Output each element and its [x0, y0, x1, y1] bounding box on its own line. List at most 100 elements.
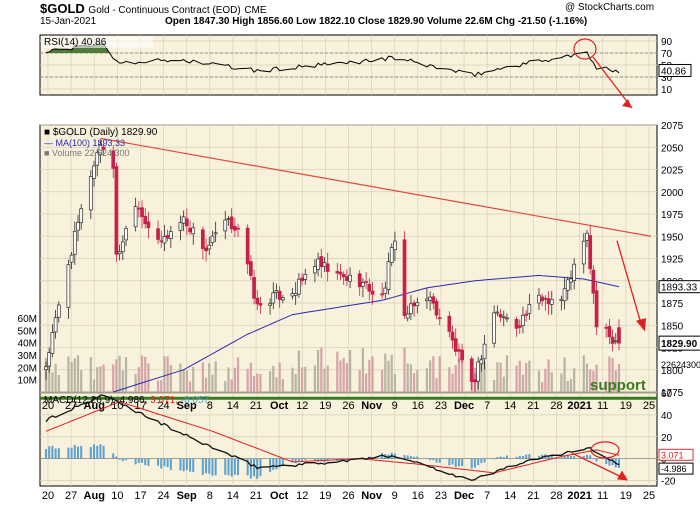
candle-body: [252, 277, 256, 299]
volume-tick-label: 40M: [18, 339, 37, 350]
macd-hist-bar: [528, 454, 531, 459]
candle-body: [229, 216, 234, 230]
candle-body: [562, 288, 567, 302]
volume-bar: [457, 358, 461, 392]
macd-hist-bar: [45, 449, 47, 459]
macd-hist-bar: [611, 458, 614, 466]
price-tick-label: 1800: [661, 366, 684, 377]
x-tick-label: 8: [207, 400, 213, 412]
candle-body: [450, 331, 455, 341]
candle-body: [136, 207, 141, 210]
x-tick-label: 21: [250, 400, 262, 412]
x-tick-label: 7: [484, 490, 490, 502]
volume-bar: [73, 358, 76, 392]
rsi-current-label: 40.86: [661, 66, 686, 77]
macd-hist-bar: [281, 458, 284, 466]
volume-bar: [585, 363, 589, 392]
macd-down-arrow-line: [571, 452, 623, 478]
price-down-arrow-line: [616, 240, 643, 328]
macd-hist-bar: [589, 455, 592, 459]
candle-body: [546, 298, 551, 305]
macd-hist-bar: [496, 457, 499, 459]
macd-hist-bar: [432, 458, 435, 461]
macd-hist-bar: [48, 446, 51, 459]
candle-body: [370, 290, 375, 295]
x-tick-label: 20: [42, 400, 54, 412]
candle-body: [79, 208, 84, 224]
candle-body: [476, 361, 480, 382]
watermark[interactable]: @ StockCharts.com: [565, 2, 655, 13]
price-tick-label: 2050: [661, 143, 684, 154]
volume-bar: [563, 357, 566, 392]
price-tick-label: 1975: [661, 210, 684, 221]
volume-bar: [425, 368, 429, 392]
volume-bar: [96, 367, 99, 392]
candle-body: [245, 227, 250, 265]
candle-body: [297, 278, 301, 295]
candle-body: [537, 294, 541, 304]
x-tick-label: 28: [550, 400, 562, 412]
volume-bar: [48, 359, 51, 392]
volume-bar: [617, 364, 621, 392]
x-tick-label: 25: [643, 400, 655, 412]
close-current-label: 1829.90: [661, 339, 698, 350]
candle-body: [290, 293, 295, 297]
volume-bar: [345, 363, 348, 392]
volume-bar: [320, 347, 323, 392]
volume-bar: [358, 370, 361, 392]
macd-hist-bar: [525, 454, 528, 459]
macd-hist-bar: [429, 458, 432, 461]
x-tick-label: 21: [527, 490, 539, 502]
volume-bar: [208, 363, 211, 392]
volume-tick-label: 50M: [18, 326, 37, 337]
x-tick-label: 14: [227, 490, 239, 502]
rsi-line: [45, 43, 620, 78]
volume-tick-label: 10M: [18, 376, 37, 387]
volume-bar: [336, 351, 339, 392]
candle-body: [364, 281, 368, 283]
volume-bar: [121, 370, 124, 392]
macd-hist-bar: [582, 456, 585, 459]
macd-hist-bar: [403, 454, 406, 459]
candle-body: [69, 254, 74, 263]
candle-body: [517, 325, 522, 328]
volume-bar: [406, 363, 409, 392]
macd-hist-bar: [409, 456, 412, 459]
macd-current-label: -4.986: [661, 464, 687, 474]
candle-body: [383, 287, 388, 294]
macd-tick-label: 20: [661, 433, 673, 444]
macd-hist-bar: [112, 453, 115, 459]
macd-hist-bar: [115, 456, 118, 459]
macd-legend-part: -4.986,: [116, 395, 150, 406]
candle-body: [428, 296, 432, 301]
candle-body: [540, 296, 545, 302]
volume-bar: [413, 373, 416, 392]
volume-bar: [316, 349, 320, 392]
candle-body: [495, 311, 500, 314]
candle-body: [293, 293, 298, 296]
macd-hist-bar: [537, 455, 540, 459]
candle-body: [143, 216, 148, 225]
volume-bar: [278, 362, 281, 392]
volume-bar: [525, 363, 528, 392]
candle-body: [409, 303, 413, 314]
x-tick-label: 24: [157, 400, 169, 412]
volume-bar: [51, 372, 54, 392]
price-legend-ma: — MA(100) 1893.33: [44, 138, 125, 148]
macd-hist-bar: [185, 458, 188, 470]
volume-bar: [156, 380, 160, 392]
x-tick-label: 24: [157, 490, 169, 502]
volume-bar: [233, 367, 236, 392]
candle-body: [111, 150, 116, 169]
candle-body: [469, 358, 474, 382]
macd-hist-bar: [297, 458, 300, 461]
symbol-title: $GOLD Gold - Continuous Contract (EOD) C…: [40, 1, 267, 16]
macd-hist-bar: [205, 458, 208, 474]
rsi-tick-label: 70: [661, 49, 673, 60]
volume-bar: [147, 363, 150, 392]
volume-bar: [272, 365, 275, 392]
volume-bar: [515, 365, 518, 392]
candle-body: [319, 256, 324, 268]
volume-bar: [544, 368, 547, 392]
